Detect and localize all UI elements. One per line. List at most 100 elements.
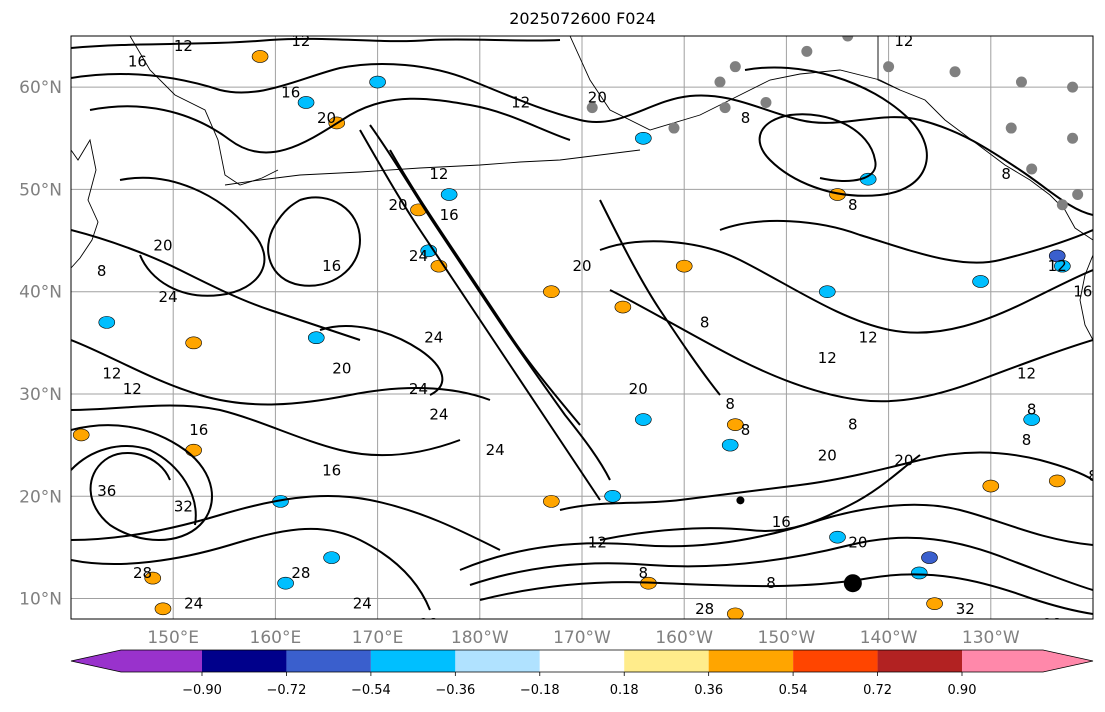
contour-label: 32 xyxy=(174,497,193,515)
contour-label: 8 xyxy=(97,262,107,280)
contour-label: 12 xyxy=(429,165,448,183)
longitude-label: 150°W xyxy=(758,628,816,648)
contour-line xyxy=(71,445,197,526)
shaded-patch xyxy=(297,96,315,109)
contour-label: 8 xyxy=(1022,431,1032,449)
contour-label: 16 xyxy=(440,206,459,224)
contour-label: 12 xyxy=(174,37,193,55)
latitude-label: 10°N xyxy=(19,590,62,610)
black-marker xyxy=(736,496,745,505)
contour-label: 8 xyxy=(741,109,751,127)
contour-line xyxy=(319,325,444,396)
latitude-label: 20°N xyxy=(19,487,62,507)
longitude-label: 160°W xyxy=(655,628,713,648)
coastlines xyxy=(71,36,1093,341)
longitude-label: 170°E xyxy=(352,628,404,648)
gray-station-marker xyxy=(1026,163,1038,175)
shaded-patch xyxy=(910,566,928,580)
contour-line xyxy=(599,454,921,541)
contour-label: 20 xyxy=(818,446,837,464)
contour-label: 16 xyxy=(189,421,208,439)
contour-line xyxy=(479,573,1093,615)
colorbar-cell xyxy=(370,650,456,672)
contour-line xyxy=(71,339,491,406)
latitude-labels: 60°N 50°N 40°N 30°N 20°N 10°N xyxy=(19,78,62,609)
gray-station-marker xyxy=(1005,122,1017,134)
gray-station-marker xyxy=(1056,199,1068,211)
contour-label: 12 xyxy=(859,329,878,347)
shaded-patch xyxy=(543,495,560,508)
contour-label: 20 xyxy=(572,257,591,275)
gridlines xyxy=(71,36,1093,619)
contour-label: 16 xyxy=(1073,283,1092,301)
contour-label: 8 xyxy=(1001,165,1011,183)
shaded-patch xyxy=(1054,259,1071,273)
coastline-aleutians xyxy=(224,149,641,186)
contour-label: 20 xyxy=(629,380,648,398)
contour-line xyxy=(719,219,1093,264)
shaded-patch xyxy=(727,607,744,619)
gray-station-marker xyxy=(586,102,598,114)
contour-line xyxy=(599,240,1093,334)
contour-label: 28 xyxy=(133,564,152,582)
colorbar-cell xyxy=(455,650,540,672)
shaded-patch xyxy=(972,275,989,288)
shaded-patch xyxy=(307,331,325,345)
contour-label: 12 xyxy=(102,365,121,383)
contour-line xyxy=(71,63,1093,216)
contour-line xyxy=(71,37,561,49)
shaded-patch xyxy=(921,551,938,564)
colorbar-tick-label: −0.90 xyxy=(182,683,222,698)
contour-line xyxy=(71,229,361,341)
contour-line xyxy=(389,149,581,426)
shaded-patch xyxy=(721,438,739,452)
contour-line xyxy=(71,424,213,541)
contour-label: 12 xyxy=(291,32,310,50)
gray-station-marker xyxy=(729,61,741,73)
longitude-label: 160°E xyxy=(250,628,302,648)
colorbar-cell xyxy=(202,650,287,672)
contour-line xyxy=(559,451,1093,511)
colorbar-tick-label: 0.36 xyxy=(694,683,723,698)
colorbar-tick-label: −0.18 xyxy=(520,683,560,698)
shaded-patch xyxy=(154,602,172,616)
colorbar-cell xyxy=(624,650,709,672)
colorbar-cell xyxy=(877,650,962,672)
gray-station-marker xyxy=(1067,132,1079,144)
gray-station-marker xyxy=(714,76,726,88)
colorbar-cell xyxy=(793,650,878,672)
shaded-patch xyxy=(72,428,90,442)
contour-label: 24 xyxy=(409,247,428,265)
coastline-asia xyxy=(71,138,99,269)
station-markers xyxy=(586,36,1084,593)
contour-label: 20 xyxy=(848,533,867,551)
contour-label: 16 xyxy=(772,513,791,531)
longitude-label: 130°W xyxy=(962,628,1020,648)
colorbar-extend-right xyxy=(1043,650,1093,672)
contour-line xyxy=(71,404,461,457)
shaded-patch xyxy=(726,418,744,431)
shaded-patches xyxy=(72,50,1071,619)
colorbar-cell xyxy=(962,650,1043,672)
gray-station-marker xyxy=(801,45,813,57)
contour-line xyxy=(71,495,501,551)
longitude-labels: 150°E 160°E 170°E 180°W 170°W 160°W 150°W 140°W… xyxy=(147,628,1020,648)
contour-label: 12 xyxy=(894,32,913,50)
shaded-patch xyxy=(369,75,386,89)
contour-label: 28 xyxy=(291,564,310,582)
colorbar-cell xyxy=(121,650,202,672)
contour-label: 8 xyxy=(848,416,858,434)
latitude-label: 40°N xyxy=(19,283,62,303)
colorbar-outline xyxy=(70,649,1094,673)
shaded-patch xyxy=(818,285,836,299)
colorbar-tick-label: 0.54 xyxy=(779,683,808,698)
black-marker xyxy=(843,574,862,593)
contour-line xyxy=(599,199,721,396)
longitude-label: 140°W xyxy=(860,628,918,648)
contour-label: 20 xyxy=(588,88,607,106)
contour-label: 28 xyxy=(695,600,714,618)
contour-line xyxy=(267,196,362,287)
map-title: 2025072600 F024 xyxy=(509,9,656,28)
contour-label: 32 xyxy=(956,600,975,618)
coastline-north-america xyxy=(1079,254,1093,341)
